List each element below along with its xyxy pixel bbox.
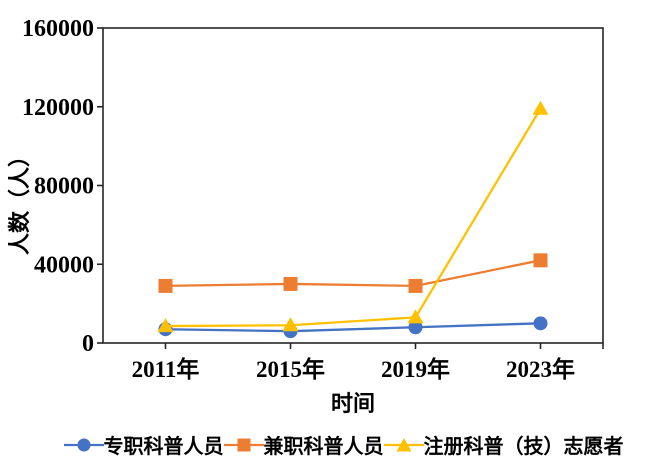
svg-text:2023年: 2023年	[506, 356, 575, 382]
legend-square-marker-icon	[223, 438, 264, 451]
legend-item-registered-volunteers: 注册科普（技）志愿者	[383, 430, 624, 459]
legend-circle-marker-icon	[63, 438, 104, 451]
plot-area: 0 40000 80000 120000 160000 2011年 2015年 2019年 20…	[22, 16, 604, 382]
legend-label: 专职科普人员	[103, 436, 224, 458]
svg-text:0: 0	[82, 331, 94, 357]
svg-text:2011年: 2011年	[132, 356, 200, 382]
svg-text:2019年: 2019年	[381, 356, 450, 382]
legend-item-fulltime-staff: 专职科普人员	[63, 430, 224, 459]
legend-label: 注册科普（技）志愿者	[423, 436, 624, 458]
svg-text:120000: 120000	[22, 95, 94, 121]
legend-triangle-marker-icon	[383, 437, 424, 451]
svg-text:2015年: 2015年	[256, 356, 325, 382]
svg-text:80000: 80000	[34, 174, 94, 200]
svg-text:160000: 160000	[22, 16, 94, 42]
x-axis-title: 时间	[330, 391, 375, 416]
legend-item-parttime-staff: 兼职科普人员	[223, 430, 384, 459]
legend: 专职科普人员 兼职科普人员 注册科普（技）志愿者	[0, 430, 645, 459]
svg-text:40000: 40000	[34, 252, 94, 278]
y-axis-title: 人数（人）	[7, 145, 32, 256]
legend-label: 兼职科普人员	[263, 436, 384, 458]
